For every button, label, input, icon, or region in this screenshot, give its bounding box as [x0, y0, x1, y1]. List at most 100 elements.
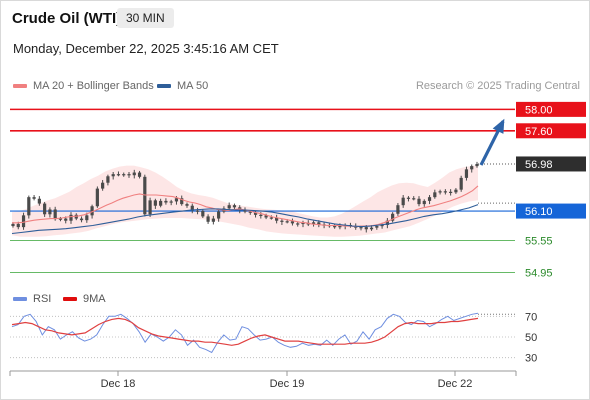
- candle-body: [406, 197, 411, 199]
- candle-body: [90, 206, 94, 216]
- level-label-box-resistance: [516, 101, 586, 117]
- ma50-swatch: [157, 84, 171, 88]
- candle-body: [201, 211, 205, 217]
- candle-body: [174, 198, 179, 202]
- candle-body: [190, 205, 194, 211]
- candle-body: [143, 176, 147, 215]
- candle-body: [164, 200, 168, 203]
- rsi-label: RSI: [33, 293, 52, 305]
- level-label-resistance: 58.00: [525, 104, 553, 116]
- candle-body: [375, 226, 379, 228]
- candle-body: [264, 215, 268, 218]
- candle-body: [69, 214, 73, 221]
- candle-body: [290, 221, 295, 224]
- candle-body: [95, 188, 99, 207]
- candle-body: [74, 214, 78, 219]
- candle-body: [122, 174, 126, 176]
- candle-body: [275, 217, 279, 221]
- candle-body: [285, 221, 289, 223]
- candle-body: [464, 169, 469, 178]
- candle-body: [232, 205, 237, 208]
- candle-body: [16, 223, 20, 228]
- candle-body: [169, 201, 173, 203]
- candle-body: [401, 197, 405, 206]
- candle-body: [64, 218, 68, 221]
- candle-body: [333, 226, 337, 228]
- ma50-label: MA 50: [177, 80, 209, 92]
- candle-body: [116, 174, 121, 176]
- candle-body: [180, 198, 184, 205]
- candle-body: [475, 163, 479, 167]
- level-label-box-pivot: [516, 203, 586, 219]
- candle-body: [58, 218, 63, 220]
- candle-body: [185, 204, 189, 206]
- timeframe-badge[interactable]: 30 MIN: [117, 8, 174, 28]
- credit-text: Research © 2025 Trading Central: [415, 80, 580, 92]
- candle-body: [391, 213, 395, 221]
- candle-body: [317, 222, 321, 225]
- candle-body: [380, 224, 384, 227]
- candle-body: [37, 198, 41, 204]
- candle-body: [159, 200, 163, 206]
- x-axis-tick-label: Dec 22: [438, 378, 473, 390]
- candle-body: [422, 200, 426, 205]
- candle-body: [53, 209, 57, 220]
- legend-rsi-ma: 9MA: [63, 293, 106, 305]
- candle-body: [243, 210, 247, 212]
- forecast-arrow-head: [492, 118, 505, 134]
- level-label-box-resistance: [516, 123, 586, 139]
- ma20-label: MA 20 + Bollinger Bands: [33, 80, 154, 92]
- candle-body: [338, 226, 342, 228]
- candle-body: [127, 174, 131, 176]
- candle-body: [153, 200, 157, 206]
- rsi-ma-swatch: [63, 297, 77, 301]
- candle-body: [269, 217, 273, 219]
- candle-body: [433, 192, 437, 198]
- candle-body: [227, 205, 231, 209]
- rsi-series-rsi: [11, 312, 479, 354]
- candle-body: [259, 214, 263, 217]
- candle-body: [449, 191, 453, 194]
- candle-body: [369, 227, 374, 230]
- level-label-resistance: 57.60: [525, 126, 553, 138]
- ma20-swatch: [13, 84, 27, 88]
- candle-body: [195, 210, 200, 212]
- candle-body: [396, 205, 400, 214]
- level-label-last: 56.98: [525, 159, 553, 171]
- candle-body: [85, 215, 89, 221]
- candle-body: [217, 211, 221, 219]
- candle-body: [385, 220, 389, 225]
- candle-body: [101, 182, 105, 189]
- candle-body: [106, 176, 110, 183]
- candle-body: [132, 172, 136, 176]
- candle-body: [364, 227, 368, 230]
- candle-body: [459, 177, 463, 190]
- candle-body: [359, 227, 363, 229]
- candle-body: [27, 197, 31, 216]
- candle-body: [454, 189, 458, 193]
- ma50-line: [11, 204, 479, 235]
- x-axis-tick-label: Dec 19: [270, 378, 305, 390]
- legend-ma50: MA 50: [157, 80, 208, 92]
- legend-rsi: RSI: [13, 293, 51, 305]
- candle-body: [206, 216, 210, 222]
- candle-body: [296, 223, 300, 225]
- candle-body: [301, 222, 305, 225]
- rsi-tick-label: 30: [525, 353, 537, 365]
- candle-body: [253, 212, 258, 215]
- level-label-box-last: [516, 156, 586, 172]
- rsi-tick-label: 70: [525, 311, 537, 323]
- x-axis-tick-label: Dec 18: [101, 378, 136, 390]
- candle-body: [438, 191, 442, 193]
- candle-body: [137, 172, 142, 177]
- candle-body: [412, 198, 416, 200]
- level-label-pivot: 56.10: [525, 206, 553, 218]
- level-label-support: 55.55: [525, 236, 553, 248]
- candle-body: [11, 223, 15, 227]
- candle-body: [470, 166, 474, 170]
- candle-body: [280, 220, 284, 222]
- instrument-title: Crude Oil (WTI): [12, 10, 122, 27]
- rsi-ma-label: 9MA: [83, 293, 106, 305]
- rsi-tick-label: 50: [525, 332, 537, 344]
